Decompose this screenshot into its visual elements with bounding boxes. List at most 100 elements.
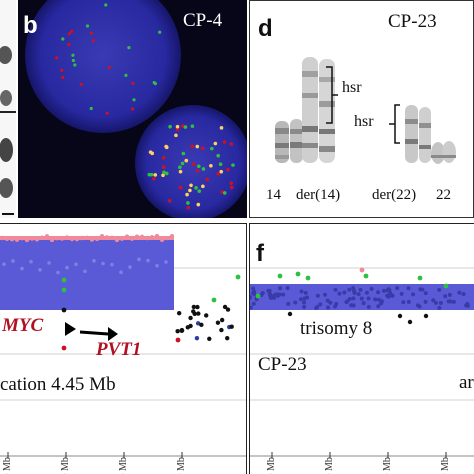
fish-signal (124, 73, 128, 77)
tick-label-126: 126.0 Mb (382, 457, 393, 474)
fish-signal (226, 167, 230, 172)
probe-point (159, 237, 165, 243)
probe-point (443, 283, 449, 289)
probe-point (139, 234, 145, 240)
probe-point (406, 286, 411, 291)
probe-point (397, 313, 403, 319)
probe-point (207, 336, 212, 342)
probe-point (361, 301, 366, 306)
probe-point (303, 290, 308, 295)
probe-point (388, 290, 393, 295)
probe-point (344, 300, 349, 305)
probe-point (92, 259, 96, 263)
fish-signal (89, 31, 93, 35)
probe-point (399, 291, 404, 296)
probe-point (9, 236, 15, 242)
probe-point (134, 234, 140, 239)
panel-f-cut-text: ar (459, 372, 474, 393)
probe-point (465, 303, 470, 308)
fish-signal (71, 53, 75, 57)
probe-point (61, 345, 67, 351)
fish-signal (222, 191, 227, 195)
probe-point (286, 301, 291, 306)
probe-point (351, 286, 356, 291)
fish-signal (60, 68, 64, 73)
fish-signal (71, 58, 75, 63)
chromosome-label-der22: der(22) (372, 187, 417, 203)
fish-signal (161, 165, 166, 169)
probe-point (204, 313, 209, 318)
fish-signal (229, 142, 234, 146)
fish-signal (229, 181, 234, 185)
fish-signal (105, 111, 109, 115)
probe-point (89, 237, 95, 242)
probe-point (61, 277, 67, 283)
probe-point (2, 262, 6, 267)
probe-point (47, 261, 51, 265)
probe-point (164, 235, 170, 241)
probe-point (299, 289, 304, 294)
cgh-plot-f (250, 267, 474, 458)
fish-signal (178, 185, 183, 190)
probe-point (376, 304, 381, 309)
probe-point (250, 295, 253, 300)
probe-point (56, 270, 60, 275)
probe-point (433, 300, 438, 305)
probe-point (94, 236, 100, 242)
probe-point (179, 327, 185, 333)
panel-e: MYC PVT1 cation 4.45 Mb 128.0 Mb 129.0 M… (0, 223, 247, 474)
probe-point (379, 301, 384, 306)
probe-point (358, 287, 363, 292)
fish-signal (185, 192, 189, 197)
fish-signal (213, 141, 218, 146)
fish-signal (188, 188, 192, 193)
probe-point (59, 236, 65, 241)
karyotype-drawing (275, 57, 456, 164)
fish-signal (190, 124, 195, 128)
probe-point (137, 257, 141, 262)
probe-point (196, 311, 201, 316)
fish-signal (164, 171, 169, 176)
probe-point (155, 263, 159, 268)
probe-point (4, 236, 10, 242)
probe-point (251, 286, 256, 291)
probe-point (337, 291, 342, 296)
fish-signal (73, 63, 77, 67)
probe-point (305, 275, 311, 281)
probe-point (65, 265, 69, 270)
fish-signal (197, 164, 201, 169)
probe-point (342, 290, 347, 295)
probe-point (363, 273, 369, 279)
probe-point (359, 296, 364, 301)
nucleus-lower (135, 105, 247, 218)
probe-point (287, 311, 293, 317)
probe-point (326, 305, 331, 310)
panel-b-letter: b (23, 12, 38, 39)
probe-point (219, 317, 225, 323)
panel-f-sample: CP-23 (258, 354, 307, 375)
nucleus-upper (25, 0, 181, 133)
fish-signal (162, 170, 166, 175)
probe-point (295, 271, 301, 277)
probe-point (191, 304, 197, 310)
probe-point (285, 286, 290, 291)
fish-signal (218, 162, 223, 167)
fish-signal (55, 56, 59, 60)
fish-signal (197, 189, 202, 193)
probe-point (24, 237, 30, 243)
probe-point (225, 307, 231, 312)
probe-point (128, 265, 132, 269)
fish-signal (201, 184, 205, 189)
probe-point (79, 235, 85, 241)
panel-b: b CP-4 (18, 0, 247, 218)
fish-signal (175, 127, 180, 132)
probe-point (390, 293, 395, 298)
fish-signal (201, 167, 206, 171)
amplification-band (0, 238, 174, 310)
probe-point (114, 237, 120, 243)
fish-signal (153, 82, 157, 86)
fish-signal (196, 202, 201, 207)
hsr-label-upper: hsr (342, 79, 362, 96)
probe-point (325, 298, 330, 303)
probe-point (119, 236, 125, 241)
